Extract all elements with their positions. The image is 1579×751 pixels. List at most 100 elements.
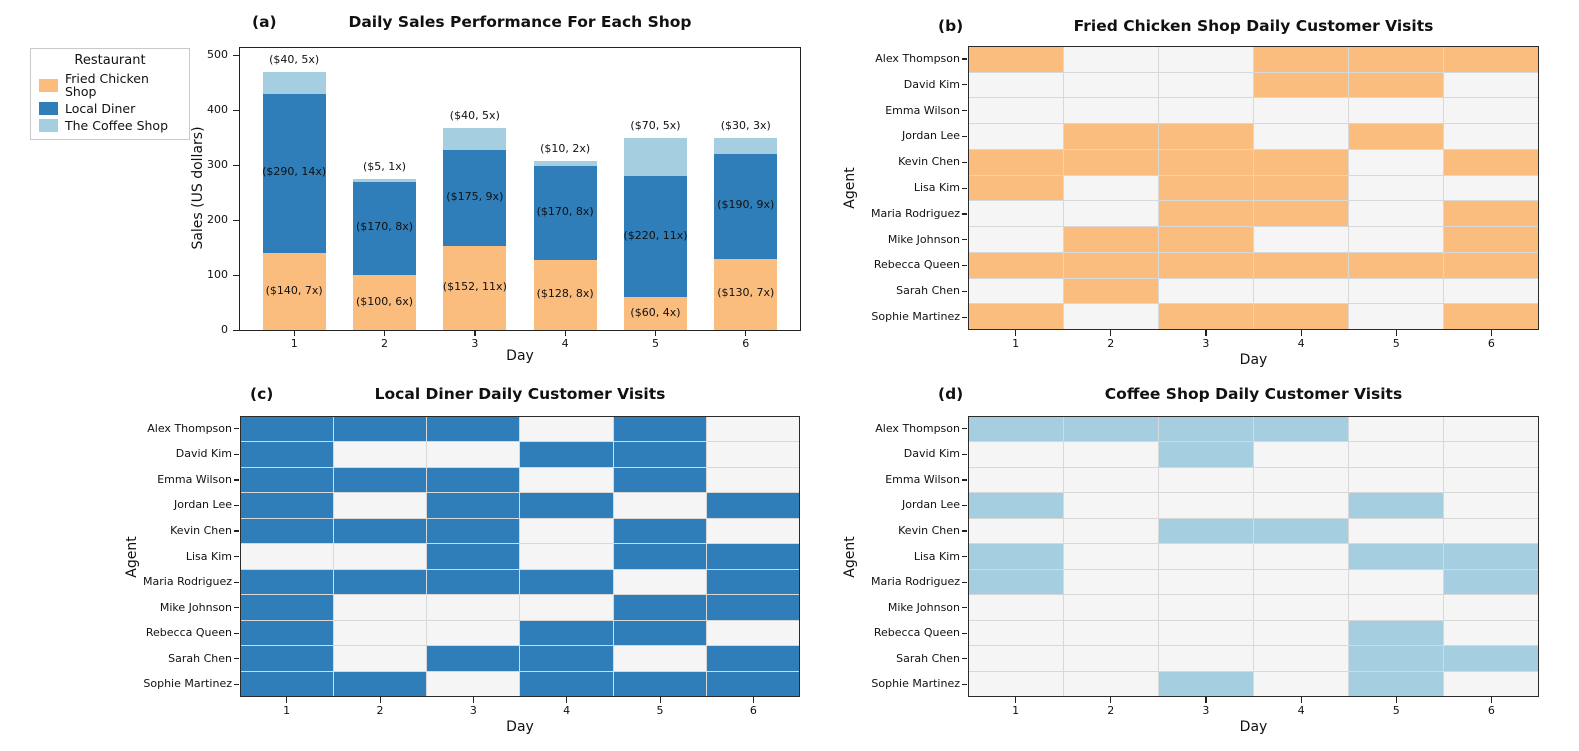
agent-label: Emma Wilson (157, 472, 232, 486)
heatmap-cell (706, 442, 799, 467)
heatmap-cell (1444, 671, 1538, 696)
agent-label: Maria Rodriguez (871, 206, 960, 220)
heatmap-cell (969, 646, 1063, 671)
agent-label: David Kim (903, 447, 960, 461)
heatmap-cell (1349, 227, 1443, 252)
bar-segment (533, 259, 597, 330)
y-axis-label-a: Sales (US dollars) (190, 126, 206, 250)
heatmap-cell (520, 671, 613, 696)
heatmap-cell (427, 595, 520, 620)
y-tick-mark (962, 581, 967, 583)
bar-segment (443, 128, 507, 151)
heatmap-cell (334, 544, 427, 569)
heatmap-cell (1064, 252, 1158, 278)
y-tick-mark (234, 556, 239, 558)
x-tick-mark (1300, 330, 1302, 336)
x-tick-mark (1015, 697, 1017, 703)
agent-label: Rebecca Queen (873, 258, 960, 272)
heatmap-cell (1444, 493, 1538, 518)
bar-value-label: ($220, 11x) (623, 228, 688, 242)
heatmap-cell (520, 417, 613, 442)
x-tick-label: 6 (1487, 704, 1495, 717)
x-tick-label: 2 (381, 337, 389, 350)
heatmap-cell (1254, 175, 1348, 201)
heatmap-cell (969, 671, 1063, 696)
heatmap-cell (1349, 467, 1443, 493)
y-tick-label: 200 (207, 213, 228, 227)
heatmap-cell (613, 671, 706, 696)
y-tick-mark (962, 316, 967, 318)
heatmap-cell (334, 493, 427, 518)
heatmap-cell (334, 595, 427, 620)
heatmap-cell (1064, 304, 1158, 329)
legend: Restaurant Fried Chicken Shop Local Diner… (30, 48, 190, 140)
legend-entry: The Coffee Shop (39, 119, 181, 132)
heatmap-cell (241, 620, 334, 646)
heatmap-cell (1349, 646, 1443, 671)
heatmap-cell (520, 544, 613, 569)
y-tick-mark (962, 84, 967, 86)
heatmap-cell (1159, 252, 1253, 278)
heatmap-cell (427, 518, 520, 544)
heatmap-cell (1254, 72, 1348, 98)
y-tick-mark (962, 479, 967, 481)
y-tick-mark (962, 530, 967, 532)
heatmap-cell (1254, 278, 1348, 304)
x-tick-label: 3 (1202, 337, 1210, 350)
x-tick-label: 2 (376, 704, 384, 717)
x-tick-mark (1205, 330, 1207, 336)
heatmap-cell (334, 417, 427, 442)
heatmap-cell (520, 518, 613, 544)
heatmap-cell (1349, 620, 1443, 646)
heatmap-cell (1254, 544, 1348, 569)
heatmap-cell (706, 671, 799, 696)
y-tick-mark (234, 683, 239, 685)
heatmap-cell (241, 467, 334, 493)
heatmap-cell (969, 620, 1063, 646)
heatmap-cell (241, 595, 334, 620)
heatmap-cell (1444, 47, 1538, 72)
heatmap-cell (1349, 175, 1443, 201)
heatmap-cell (969, 47, 1063, 72)
y-tick-mark (234, 453, 239, 455)
heatmap-cell (334, 467, 427, 493)
x-tick-label: 4 (1297, 337, 1305, 350)
bar-value-label: ($70, 5x) (630, 118, 681, 132)
agent-label: Alex Thompson (875, 421, 960, 435)
heatmap-cell (1254, 227, 1348, 252)
agent-label: David Kim (175, 447, 232, 461)
y-tick-mark (233, 219, 239, 221)
heatmap-cell (706, 467, 799, 493)
heatmap-cell (1254, 304, 1348, 329)
heatmap-cell (1064, 201, 1158, 227)
y-tick-mark (234, 428, 239, 430)
heatmap-cell (520, 569, 613, 595)
heatmap-cell (1349, 252, 1443, 278)
x-tick-mark (659, 697, 661, 703)
heatmap-cell (613, 518, 706, 544)
heatmap-cell (969, 252, 1063, 278)
x-tick-label: 1 (1012, 704, 1020, 717)
bar-value-label: ($190, 9x) (717, 198, 775, 212)
top-spine (239, 47, 801, 49)
heatmap-cell (1159, 544, 1253, 569)
x-tick-label: 2 (1107, 337, 1115, 350)
heatmap-cell (241, 544, 334, 569)
bar-value-label: ($170, 8x) (536, 204, 594, 218)
y-tick-mark (962, 658, 967, 660)
heatmap-cell (969, 124, 1063, 149)
bar-value-label: ($130, 7x) (717, 286, 775, 300)
agent-label: Mike Johnson (887, 232, 960, 246)
heatmap-cell (1444, 98, 1538, 124)
heatmap-cell (241, 518, 334, 544)
heatmap-cell (1159, 98, 1253, 124)
heatmap-cell (1444, 569, 1538, 595)
heatmap-cell (1349, 47, 1443, 72)
x-tick-label: 2 (1107, 704, 1115, 717)
agent-label: Lisa Kim (913, 549, 960, 563)
heatmap-cell (1064, 493, 1158, 518)
heatmap-cell (427, 493, 520, 518)
bar-value-label: ($40, 5x) (269, 52, 320, 66)
x-tick-mark (564, 330, 566, 336)
agent-label: Maria Rodriguez (143, 575, 232, 589)
